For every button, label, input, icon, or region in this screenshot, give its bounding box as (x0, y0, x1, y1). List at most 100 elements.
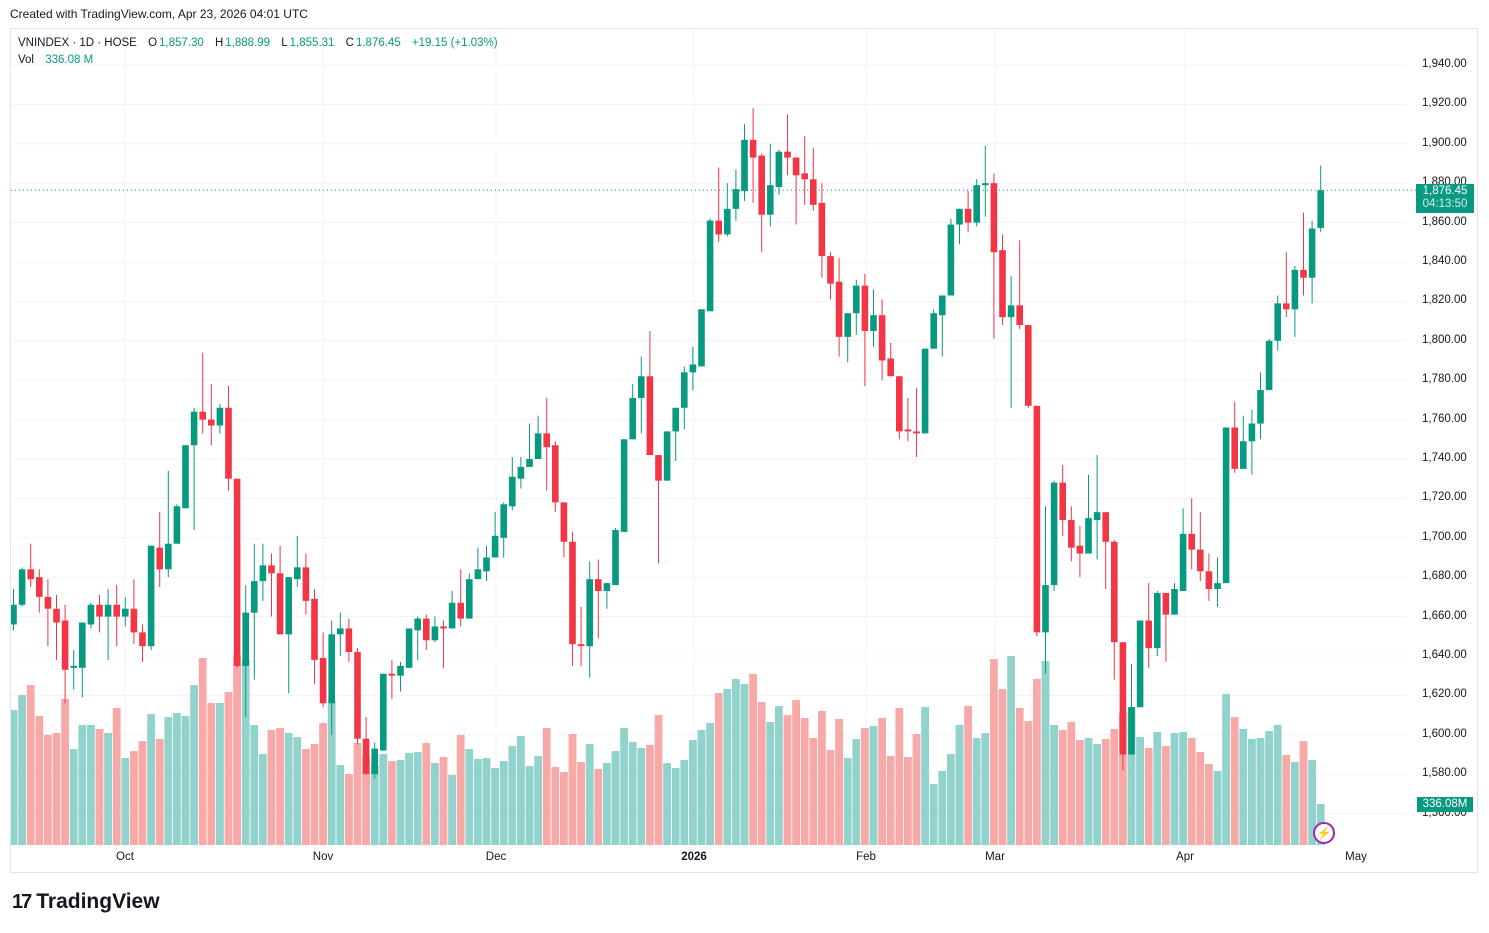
candle-body-down (543, 433, 550, 448)
volume-bar (319, 723, 327, 845)
volume-bar (637, 748, 646, 845)
volume-bar (482, 758, 491, 845)
candle-body-up (612, 529, 619, 586)
volume-bar (173, 712, 181, 845)
candle-body-down (715, 220, 722, 235)
volume-bar (336, 764, 345, 845)
volume-bar (87, 724, 95, 845)
candle-body-down (53, 608, 60, 623)
volume-bar (869, 726, 878, 845)
volume-bar (379, 753, 388, 845)
volume-bar (250, 724, 259, 845)
volume-bar (1282, 754, 1291, 845)
candle-body-down (990, 183, 998, 253)
candles (11, 108, 1324, 779)
volume-bar (577, 762, 585, 845)
legend-volume-label[interactable]: Vol (18, 54, 34, 66)
candle-body-up (1007, 305, 1015, 318)
candle-body-up (1179, 533, 1187, 591)
volume-bar (714, 692, 723, 845)
volume-bar (198, 657, 207, 845)
volume-bar (508, 746, 517, 845)
price-tick-label: 1,680.00 (1422, 570, 1467, 583)
candle-body-up (371, 748, 378, 775)
candle-body-down (1231, 427, 1238, 469)
volume-bar (276, 728, 284, 845)
candle-body-down (354, 652, 361, 739)
lightning-icon[interactable]: ⚡ (1313, 822, 1335, 844)
candle-body-down (577, 644, 585, 647)
volume-bar (52, 733, 61, 845)
price-tick-label: 1,860.00 (1422, 215, 1467, 228)
candle-body-up (1136, 620, 1144, 708)
volume-bar (964, 706, 972, 845)
candle-body-down (36, 577, 43, 597)
candle-body-up (1265, 340, 1273, 391)
volume-bar (654, 715, 663, 845)
candle-body-down (1283, 303, 1290, 310)
volume-bar (852, 738, 861, 845)
volume-bar (904, 757, 912, 845)
candle-body-down (1016, 305, 1023, 326)
candle-body-up (732, 189, 740, 209)
volume-bar (44, 734, 52, 845)
volume-bar (1213, 770, 1222, 845)
volume-bar (190, 685, 198, 845)
candle-body-up (380, 673, 387, 751)
volume-bar (69, 748, 78, 845)
volume-bar (1153, 732, 1162, 845)
volume-bar (18, 695, 26, 845)
volume-bar (568, 733, 577, 845)
volume-bar (620, 728, 628, 845)
volume-bar (1239, 728, 1248, 845)
volume-bar (95, 728, 104, 845)
candle-body-down (1076, 545, 1084, 554)
candle-body-down (749, 139, 757, 158)
volume-bar (465, 748, 474, 845)
candle-body-up (517, 466, 525, 479)
volume-bar (1033, 678, 1041, 845)
candle-body-up (1222, 427, 1230, 584)
legend-symbol[interactable]: VNINDEX · 1D · HOSE (18, 37, 137, 49)
candle-body-down (1197, 549, 1204, 572)
volume-bar (921, 707, 929, 845)
candle-body-up (216, 407, 224, 426)
legend-low: 1,855.31 (289, 37, 335, 49)
legend-volume: 336.08 M (45, 54, 94, 66)
price-tick-label: 1,780.00 (1422, 373, 1467, 386)
volume-bar (11, 710, 18, 845)
candle-body-down (655, 455, 662, 481)
candle-body-up (1240, 441, 1247, 469)
volume-bar (517, 736, 525, 845)
last-price-value: 1,876.45 (1422, 185, 1468, 197)
candle-body-up (1248, 423, 1256, 442)
candle-body-down (139, 632, 146, 647)
volume-bar (1015, 707, 1024, 845)
candle-body-up (500, 504, 507, 538)
candle-body-down (276, 573, 284, 635)
candle-body-down (225, 407, 232, 479)
candle-body-down (792, 157, 800, 176)
candle-body-up (474, 569, 482, 580)
candle-body-up (1214, 583, 1221, 590)
candle-body-up (466, 579, 473, 619)
candle-body-up (526, 459, 533, 467)
candle-body-up (122, 608, 129, 617)
volume-bar (104, 733, 112, 845)
volume-bar (732, 678, 740, 845)
tradingview-logo[interactable]: 17 TradingView (12, 890, 160, 914)
candle-body-down (861, 285, 869, 331)
volume-bar (680, 759, 689, 845)
volume-bar (1265, 731, 1273, 845)
candle-body-down (268, 565, 275, 574)
candle-body-down (913, 431, 920, 434)
candle-body-up (939, 295, 946, 316)
candle-body-down (27, 569, 34, 580)
volume-bar (723, 688, 732, 845)
chart-frame[interactable] (10, 28, 1478, 873)
candle-body-down (1188, 533, 1195, 550)
candle-body-down (1025, 325, 1032, 406)
candle-body-up (337, 628, 344, 635)
price-tick-label: 1,840.00 (1422, 255, 1467, 267)
